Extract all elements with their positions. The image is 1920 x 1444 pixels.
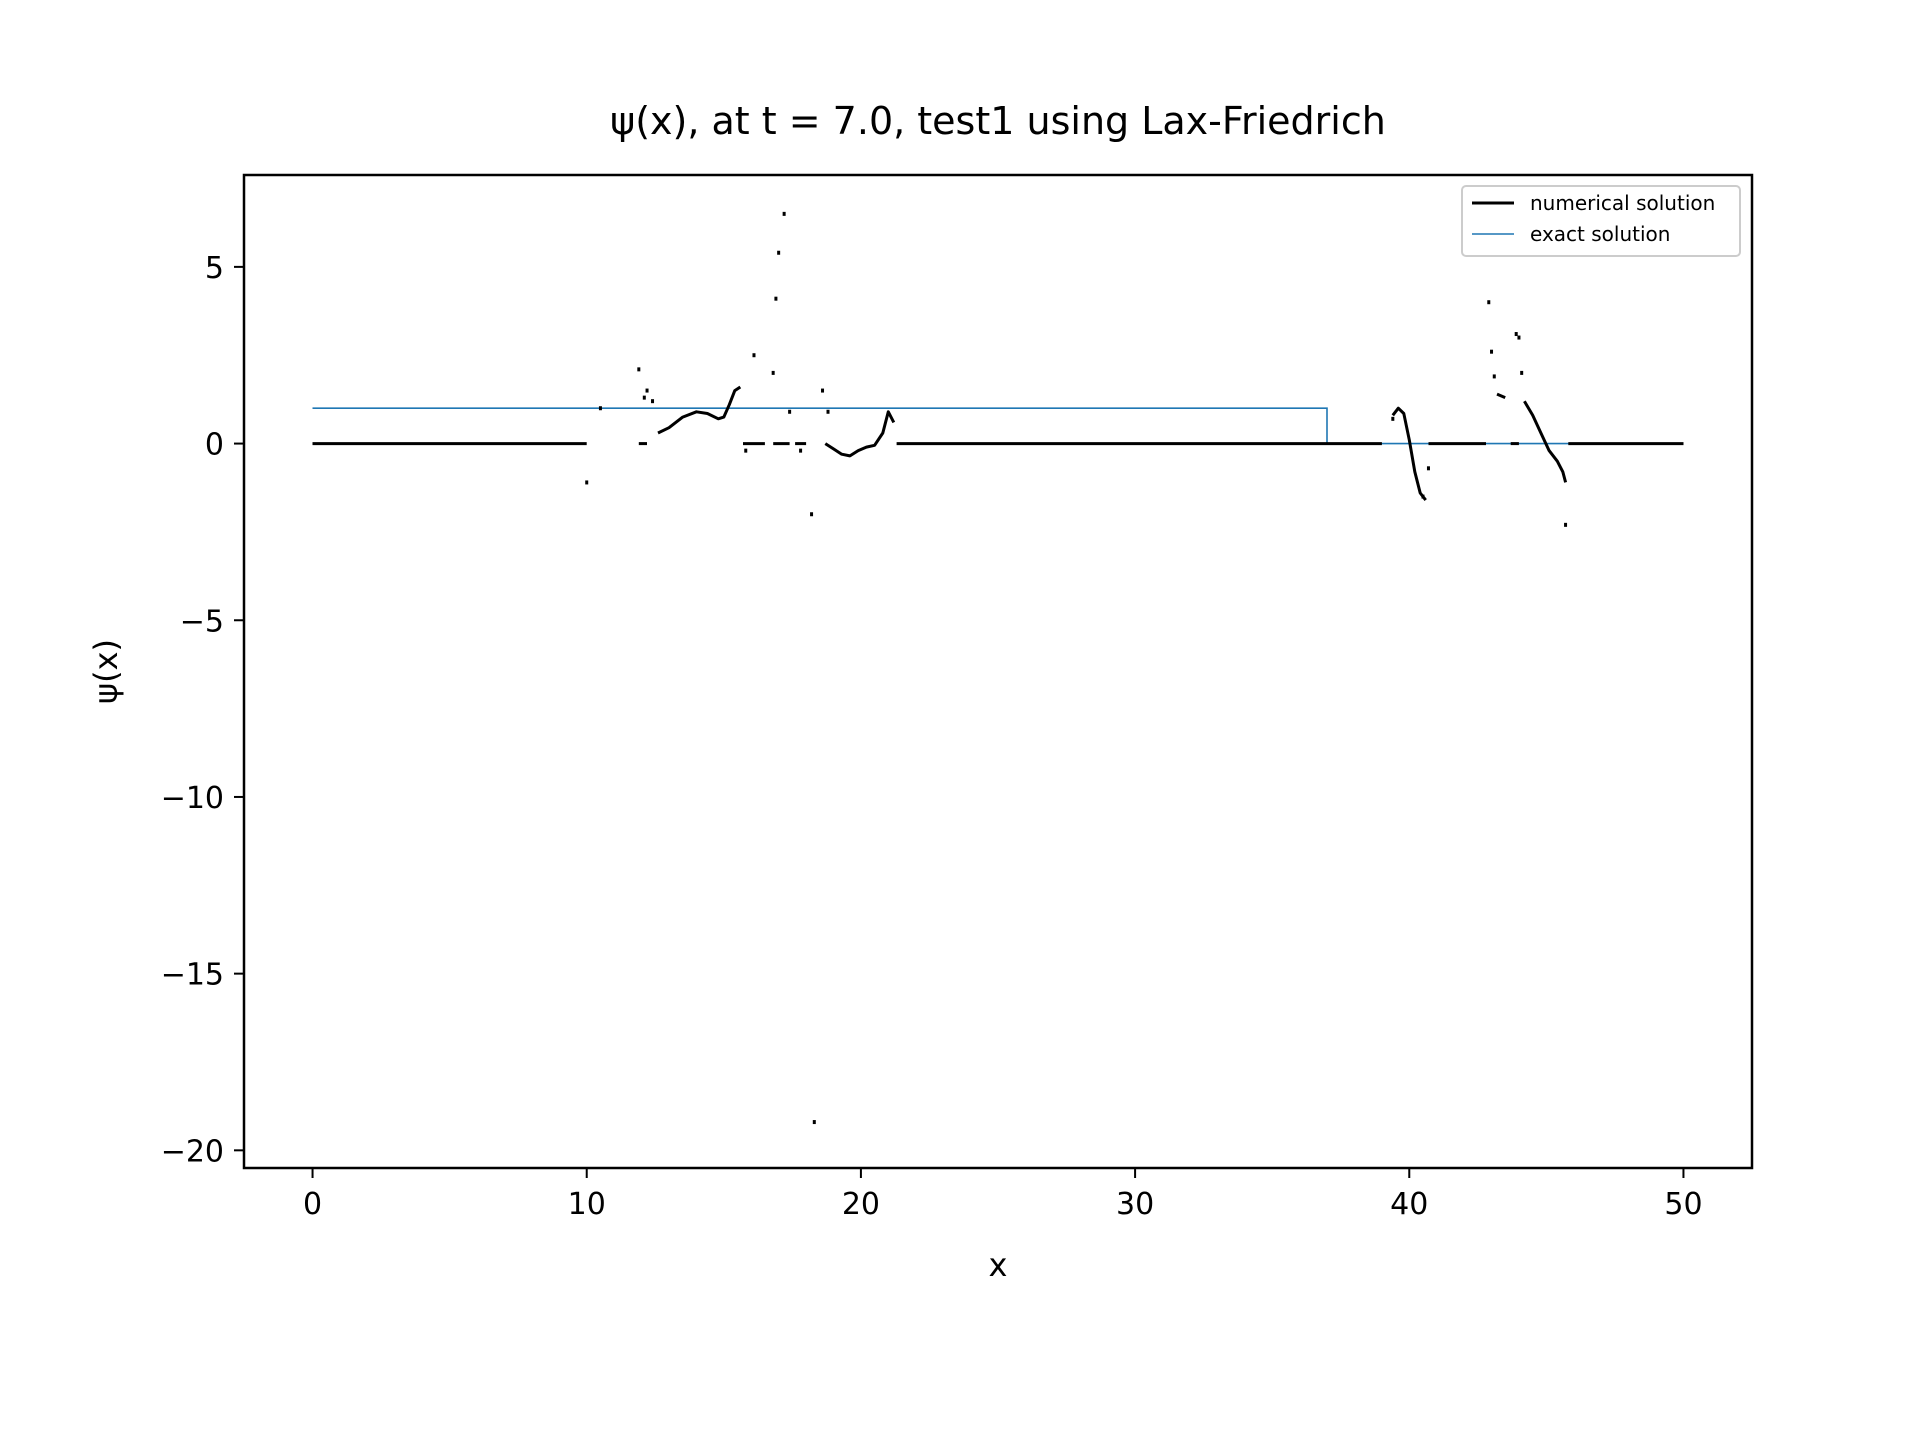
- y-tick-label: −10: [161, 781, 224, 816]
- numerical-solution-point: [651, 399, 655, 404]
- legend-label-exact: exact solution: [1530, 222, 1670, 246]
- numerical-solution-point: [642, 395, 646, 400]
- y-tick-label: 5: [205, 251, 224, 286]
- numerical-solution-segment: [824, 410, 896, 458]
- numerical-solution-point: [645, 388, 649, 393]
- y-axis-ticks: 5 0 −5 −10 −15 −20: [161, 251, 244, 1169]
- numerical-solution-point: [1487, 300, 1491, 305]
- y-tick-label: −20: [161, 1134, 224, 1169]
- axes-frame: [242, 173, 1754, 1170]
- series-layer: [312, 211, 1684, 1125]
- numerical-solution-point: [1391, 416, 1395, 421]
- x-tick-label: 40: [1390, 1187, 1428, 1222]
- numerical-solution-point: [777, 250, 781, 255]
- numerical-solution-point: [812, 1120, 816, 1125]
- legend: numerical solution exact solution: [1461, 185, 1741, 257]
- numerical-solution-point: [585, 480, 589, 485]
- numerical-solution-point: [744, 448, 748, 453]
- numerical-solution-point: [1514, 332, 1518, 337]
- numerical-solution-point: [771, 370, 775, 375]
- numerical-solution-point: [821, 388, 825, 393]
- x-tick-label: 10: [568, 1187, 606, 1222]
- numerical-solution-point: [1564, 522, 1568, 527]
- numerical-solution-point: [788, 409, 792, 414]
- numerical-solution-point: [1520, 370, 1524, 375]
- legend-label-numerical: numerical solution: [1530, 191, 1715, 215]
- y-axis-label: ψ(x): [87, 639, 125, 704]
- numerical-solution-point: [799, 448, 803, 453]
- plot-area: 0 10 20 30 40 50 50−5−10−15−20: [161, 173, 1754, 1222]
- numerical-solution-point: [810, 512, 814, 517]
- legend-frame: [1461, 185, 1741, 257]
- numerical-solution-point: [782, 211, 786, 216]
- x-axis-label: x: [989, 1246, 1008, 1284]
- numerical-solution-point: [1492, 374, 1496, 379]
- numerical-solution-segment: [1496, 392, 1506, 399]
- chart-title: ψ(x), at t = 7.0, test1 using Lax-Friedr…: [610, 99, 1386, 143]
- numerical-solution-point: [752, 353, 756, 358]
- numerical-solution-point: [826, 409, 830, 414]
- x-tick-label: 50: [1664, 1187, 1702, 1222]
- numerical-solution-point: [1490, 349, 1494, 354]
- exact-solution-line: [312, 407, 1684, 445]
- numerical-solution-point: [1421, 494, 1425, 499]
- numerical-solution-point: [774, 296, 778, 301]
- x-tick-label: 20: [842, 1187, 880, 1222]
- y-tick-label: −5: [180, 604, 224, 639]
- x-tick-label: 0: [303, 1187, 322, 1222]
- numerical-solution-point: [598, 406, 602, 411]
- numerical-solution-point: [1517, 335, 1521, 340]
- numerical-solution-point: [637, 367, 641, 372]
- x-axis-ticks: 0 10 20 30 40 50: [303, 1168, 1703, 1222]
- numerical-solution-segment: [1391, 406, 1427, 502]
- numerical-solution-point: [1426, 466, 1430, 471]
- y-tick-label: 0: [205, 428, 224, 463]
- x-tick-label: 30: [1116, 1187, 1154, 1222]
- numerical-solution-segment: [657, 385, 742, 435]
- numerical-solution-segment: [1523, 400, 1568, 483]
- y-tick-label: −15: [161, 958, 224, 993]
